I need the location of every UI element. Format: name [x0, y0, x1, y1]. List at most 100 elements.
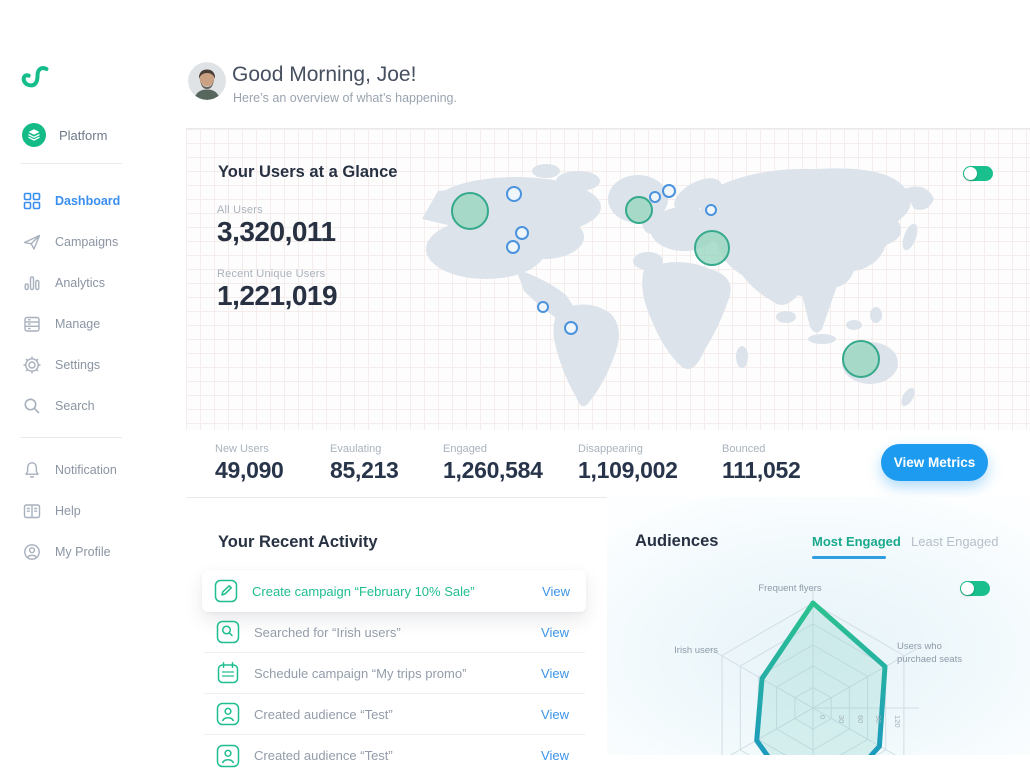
- map-bubble-blue[interactable]: [506, 240, 520, 254]
- sidebar-item-manage[interactable]: Manage: [22, 314, 100, 334]
- radar-toggle[interactable]: [960, 581, 990, 596]
- metric-label: New Users: [215, 443, 269, 455]
- activity-item[interactable]: Created audience “Test” View: [204, 694, 585, 735]
- map-bubble-blue[interactable]: [564, 321, 578, 335]
- map-bubble-green[interactable]: [625, 196, 653, 224]
- panel-title: Your Recent Activity: [218, 533, 378, 551]
- view-link[interactable]: View: [541, 706, 569, 722]
- activity-item[interactable]: Create campaign “February 10% Sale” View: [202, 570, 586, 612]
- sidebar-divider: [20, 163, 122, 164]
- activity-text: Created audience “Test”: [254, 706, 393, 722]
- stat-all-users: All Users 3,320,011: [217, 204, 336, 248]
- audience-icon: [216, 702, 240, 726]
- map-bubble-blue[interactable]: [662, 184, 676, 198]
- metric-label: Evaulating: [330, 443, 382, 455]
- users-glance-card: Your Users at a Glance All Users 3,320,0…: [186, 129, 1030, 430]
- sidebar-item-search[interactable]: Search: [22, 396, 95, 416]
- divider: [186, 128, 1030, 129]
- radar-axis-label: Users who purchaed seats: [897, 640, 987, 666]
- server-icon: [22, 314, 42, 334]
- radar-axis-label: Frequent flyers: [758, 583, 822, 594]
- activity-item[interactable]: Created audience “Test” View: [204, 735, 585, 776]
- view-metrics-button[interactable]: View Metrics: [881, 444, 988, 481]
- map-bubble-blue[interactable]: [705, 204, 717, 216]
- stat-label: All Users: [217, 204, 263, 216]
- metric-label: Bounced: [722, 443, 766, 455]
- metric-value: 1,260,584: [443, 457, 543, 483]
- sidebar-item-campaigns[interactable]: Campaigns: [22, 232, 118, 252]
- avatar[interactable]: [188, 62, 226, 100]
- view-link[interactable]: View: [541, 624, 569, 640]
- metric-value: 111,052: [722, 457, 801, 483]
- view-link[interactable]: View: [541, 665, 569, 681]
- activity-text: Searched for “Irish users”: [254, 624, 401, 640]
- radar-chart: 0 30 60 90 120: [708, 588, 919, 755]
- metric-bounced: Bounced 111,052: [722, 443, 801, 484]
- map-bubble-blue[interactable]: [506, 186, 522, 202]
- tab-most-engaged[interactable]: Most Engaged: [812, 534, 901, 549]
- activity-item[interactable]: Schedule campaign “My trips promo” View: [204, 653, 585, 694]
- sidebar-item-label: My Profile: [55, 545, 111, 559]
- view-link[interactable]: View: [542, 583, 570, 599]
- audience-icon: [216, 744, 240, 768]
- activity-text: Create campaign “February 10% Sale”: [252, 583, 475, 599]
- map-bubbles: [451, 192, 880, 378]
- map-bubble-green[interactable]: [451, 192, 489, 230]
- metric-engaged: Engaged 1,260,584: [443, 443, 543, 484]
- book-icon: [22, 501, 42, 521]
- platform-layers-icon: [22, 123, 46, 147]
- search-box-icon: [216, 620, 240, 644]
- paper-plane-icon: [22, 232, 42, 252]
- tab-least-engaged[interactable]: Least Engaged: [911, 534, 999, 549]
- stat-value: 1,221,019: [217, 280, 338, 311]
- svg-text:30: 30: [837, 715, 846, 723]
- sidebar-item-label: Platform: [59, 127, 108, 143]
- map-bubble-green[interactable]: [694, 230, 730, 266]
- sidebar-item-label: Search: [55, 399, 95, 413]
- sidebar-item-label: Settings: [55, 358, 101, 372]
- stat-label: Recent Unique Users: [217, 268, 326, 280]
- sidebar: Platform Dashboard Campaigns Analytic: [0, 0, 186, 755]
- sidebar-item-label: Manage: [55, 317, 101, 331]
- sidebar-divider: [20, 437, 122, 438]
- page-subtitle: Here’s an overview of what’s happening.: [233, 91, 457, 105]
- sidebar-item-label: Dashboard: [55, 194, 121, 208]
- svg-text:120: 120: [893, 715, 902, 728]
- activity-text: Created audience “Test”: [254, 748, 393, 763]
- world-map: [422, 164, 934, 407]
- brand-logo-icon[interactable]: [18, 62, 50, 92]
- view-link[interactable]: View: [541, 748, 569, 763]
- recent-activity-panel: Your Recent Activity Create campaign “Fe…: [186, 497, 607, 767]
- sidebar-item-help[interactable]: Help: [22, 501, 81, 521]
- stat-value: 3,320,011: [217, 216, 336, 247]
- sidebar-item-settings[interactable]: Settings: [22, 355, 100, 375]
- map-bubble-blue[interactable]: [649, 191, 661, 203]
- radar-axis-label-line: Users who: [897, 641, 942, 652]
- panel-title: Audiences: [635, 532, 719, 550]
- sidebar-item-dashboard[interactable]: Dashboard: [22, 191, 120, 211]
- metric-value: 85,213: [330, 457, 399, 483]
- sidebar-item-platform[interactable]: Platform: [22, 123, 107, 147]
- sidebar-item-notification[interactable]: Notification: [22, 460, 117, 480]
- svg-text:90: 90: [874, 715, 883, 723]
- map-bubble-blue[interactable]: [537, 301, 549, 313]
- radar-axis-label-line: purchaed seats: [897, 654, 962, 665]
- gear-icon: [22, 355, 42, 375]
- metric-disappearing: Disappearing 1,109,002: [578, 443, 678, 484]
- metric-value: 49,090: [215, 457, 284, 483]
- map-bubble-blue[interactable]: [515, 226, 529, 240]
- sidebar-item-label: Notification: [55, 463, 117, 477]
- activity-item[interactable]: Searched for “Irish users” View: [204, 612, 585, 653]
- toggle-knob: [961, 582, 974, 595]
- toggle-knob: [964, 167, 977, 180]
- bar-chart-icon: [22, 273, 42, 293]
- sidebar-item-label: Analytics: [55, 276, 106, 290]
- sidebar-item-label: Help: [55, 504, 81, 518]
- grid-icon: [22, 191, 42, 211]
- map-bubble-green[interactable]: [842, 340, 880, 378]
- magnifier-icon: [22, 396, 42, 416]
- calendar-icon: [216, 661, 240, 685]
- sidebar-item-my-profile[interactable]: My Profile: [22, 542, 111, 562]
- sidebar-item-analytics[interactable]: Analytics: [22, 273, 105, 293]
- map-toggle[interactable]: [963, 166, 993, 181]
